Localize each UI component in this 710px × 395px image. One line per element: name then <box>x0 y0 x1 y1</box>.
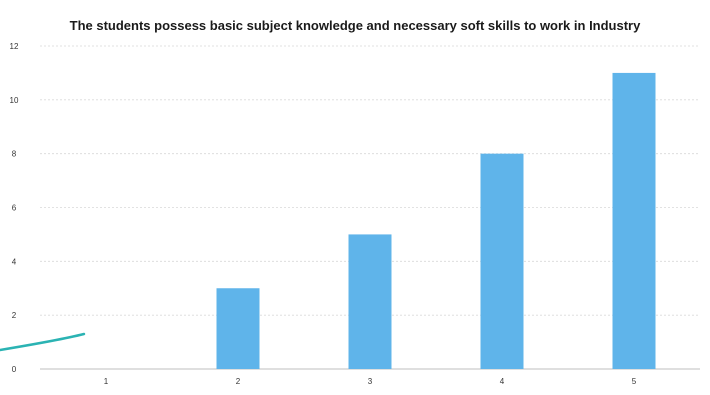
x-tick-label: 3 <box>368 377 373 386</box>
bar-2 <box>216 288 260 369</box>
y-tick-label: 4 <box>12 257 17 266</box>
x-tick-label: 5 <box>632 377 637 386</box>
x-tick-label: 4 <box>500 377 505 386</box>
y-tick-label: 10 <box>10 96 19 105</box>
y-tick-label: 0 <box>12 365 17 374</box>
x-tick-label: 2 <box>236 377 241 386</box>
y-tick-label: 8 <box>12 150 17 159</box>
y-tick-label: 6 <box>12 204 17 213</box>
pen-mark <box>0 332 86 352</box>
bar-3 <box>348 234 392 369</box>
x-tick-label: 1 <box>104 377 109 386</box>
y-tick-label: 12 <box>10 42 19 51</box>
bar-4 <box>480 153 524 369</box>
chart-title: The students possess basic subject knowl… <box>69 18 641 33</box>
bar-5 <box>612 72 656 370</box>
y-tick-label: 2 <box>12 311 17 320</box>
